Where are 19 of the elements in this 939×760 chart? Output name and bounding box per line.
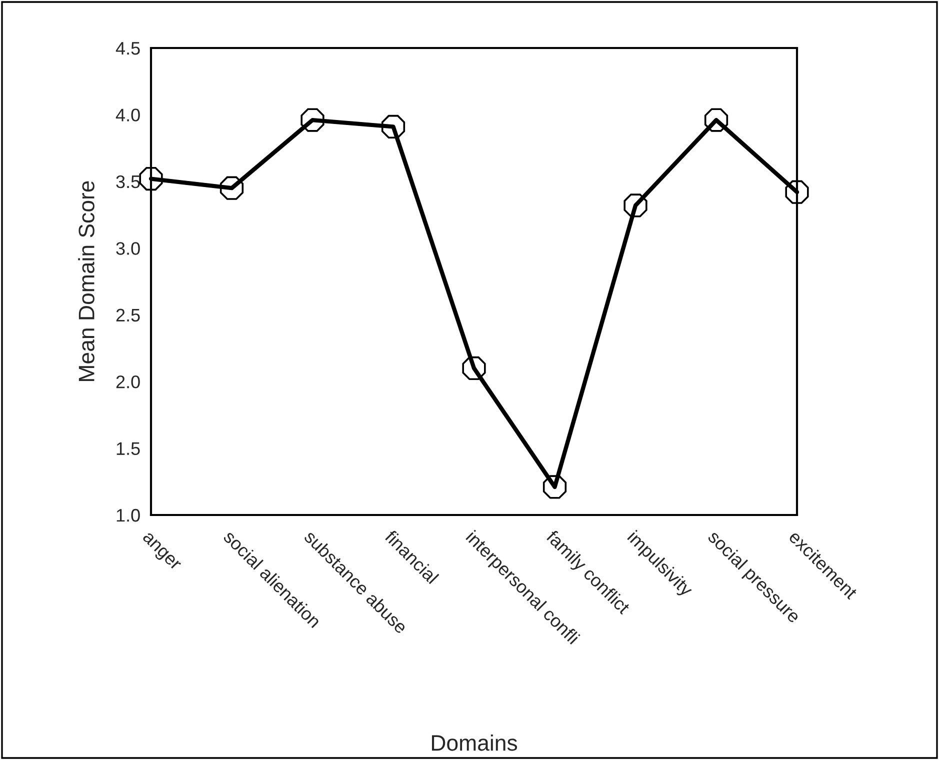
point — [300, 108, 324, 132]
point — [704, 108, 728, 132]
y-tick-label: 2.0 — [116, 376, 140, 388]
point — [624, 194, 648, 218]
point — [381, 114, 406, 139]
y-tick-label: 1.0 — [116, 508, 140, 522]
point — [785, 180, 809, 204]
x-axis-title: Domains — [432, 734, 518, 751]
point — [542, 475, 567, 499]
y-tick-label: 4.0 — [116, 108, 140, 122]
y-tick-label: 4.5 — [116, 42, 140, 55]
point — [139, 166, 163, 191]
point — [220, 176, 244, 200]
y-tick-label: 3.5 — [116, 175, 140, 188]
y-tick-label: 3.0 — [116, 242, 140, 255]
point — [462, 356, 486, 380]
y-tick-label: 2.5 — [116, 308, 140, 322]
y-tick-label: 1.5 — [116, 442, 140, 456]
y-axis-title: Mean Domain Score — [78, 181, 94, 381]
